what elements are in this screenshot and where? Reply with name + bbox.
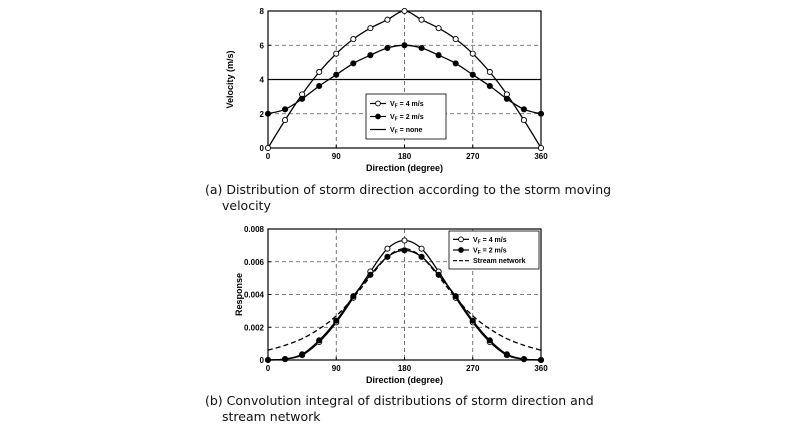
y-axis-label: Response	[234, 273, 244, 316]
x-tick-label: 180	[398, 152, 412, 161]
y-tick-label: 0	[260, 356, 265, 365]
data-point	[537, 144, 545, 152]
data-point	[435, 25, 442, 32]
caption-b-line1: (b) Convolution integral of distribution…	[205, 393, 594, 408]
data-point	[486, 337, 493, 344]
data-point	[367, 52, 374, 59]
y-tick-label: 6	[260, 41, 265, 50]
data-point	[350, 293, 357, 300]
y-axis-label: Velocity (m/s)	[225, 50, 235, 108]
x-tick-label: 360	[534, 152, 548, 161]
x-tick-label: 0	[266, 152, 271, 161]
data-point	[282, 355, 289, 363]
data-point	[282, 106, 289, 113]
data-point	[469, 71, 476, 78]
data-point	[333, 71, 340, 78]
data-point	[469, 50, 476, 57]
data-point	[537, 110, 545, 117]
data-point	[350, 36, 357, 43]
legend-label-2-2: VF = 2 m/s	[473, 248, 507, 257]
y-tick-label: 8	[260, 7, 265, 16]
data-point	[333, 50, 340, 57]
legend-swatch-marker	[375, 113, 381, 120]
data-point	[384, 44, 391, 52]
data-point	[503, 95, 510, 102]
data-point	[418, 16, 425, 23]
data-point	[333, 317, 340, 324]
data-point	[503, 351, 510, 358]
data-point	[316, 82, 323, 90]
y-tick-label: 0.004	[244, 291, 265, 300]
x-axis-label: Direction (degree)	[366, 163, 443, 173]
y-tick-label: 0.008	[244, 225, 265, 234]
x-tick-label: 90	[332, 364, 341, 373]
y-tick-label: 0.002	[244, 323, 265, 332]
y-tick-label: 2	[260, 110, 265, 119]
caption-b-line2: stream network	[222, 409, 321, 424]
legend-label-1-1: VF = 4 m/s	[390, 101, 424, 110]
data-point	[384, 16, 391, 23]
data-point	[264, 144, 272, 152]
caption-a-line1: (a) Distribution of storm direction acco…	[205, 182, 612, 197]
legend-label-1-3: VF = none	[390, 127, 423, 136]
x-axis-label: Direction (degree)	[366, 375, 443, 385]
data-point	[537, 356, 545, 364]
data-point	[367, 25, 374, 32]
data-point	[401, 42, 408, 49]
legend-label-1-2: VF = 2 m/s	[390, 114, 424, 123]
data-point	[316, 68, 323, 76]
x-tick-label: 360	[534, 364, 548, 373]
data-point	[299, 95, 306, 102]
data-point	[452, 36, 459, 43]
data-point	[520, 355, 527, 363]
legend-label-2-1: VF = 4 m/s	[473, 237, 507, 246]
data-point	[452, 293, 459, 300]
legend-label-2-3: Stream network	[473, 258, 526, 265]
data-point	[452, 60, 459, 67]
legend-swatch-marker	[458, 236, 464, 243]
x-tick-label: 270	[466, 364, 480, 373]
y-tick-label: 0.006	[244, 258, 265, 267]
y-tick-label: 0	[260, 144, 265, 153]
caption-a-line2: velocity	[222, 198, 271, 213]
x-tick-label: 90	[332, 152, 341, 161]
y-tick-label: 4	[260, 76, 265, 85]
data-point	[316, 337, 323, 344]
caption-a: (a) Distribution of storm direction acco…	[205, 182, 611, 214]
x-tick-label: 270	[466, 152, 480, 161]
data-point	[486, 68, 493, 76]
x-tick-label: 0	[266, 364, 271, 373]
data-point	[282, 117, 289, 124]
data-point	[264, 110, 272, 117]
data-point	[264, 356, 272, 364]
data-point	[401, 7, 408, 15]
data-point	[418, 44, 425, 52]
data-point	[350, 60, 357, 67]
x-tick-label: 180	[398, 364, 412, 373]
data-point	[299, 351, 306, 358]
legend-swatch-marker	[458, 247, 464, 253]
data-point	[384, 245, 391, 252]
data-point	[401, 237, 408, 244]
legend-swatch-marker	[375, 100, 381, 107]
data-point	[520, 106, 527, 113]
data-point	[520, 117, 527, 124]
data-point	[469, 317, 476, 324]
data-point	[418, 245, 425, 252]
data-point	[486, 82, 493, 90]
caption-b: (b) Convolution integral of distribution…	[205, 393, 594, 425]
series-line-2-3	[267, 248, 542, 351]
data-point	[435, 52, 442, 59]
